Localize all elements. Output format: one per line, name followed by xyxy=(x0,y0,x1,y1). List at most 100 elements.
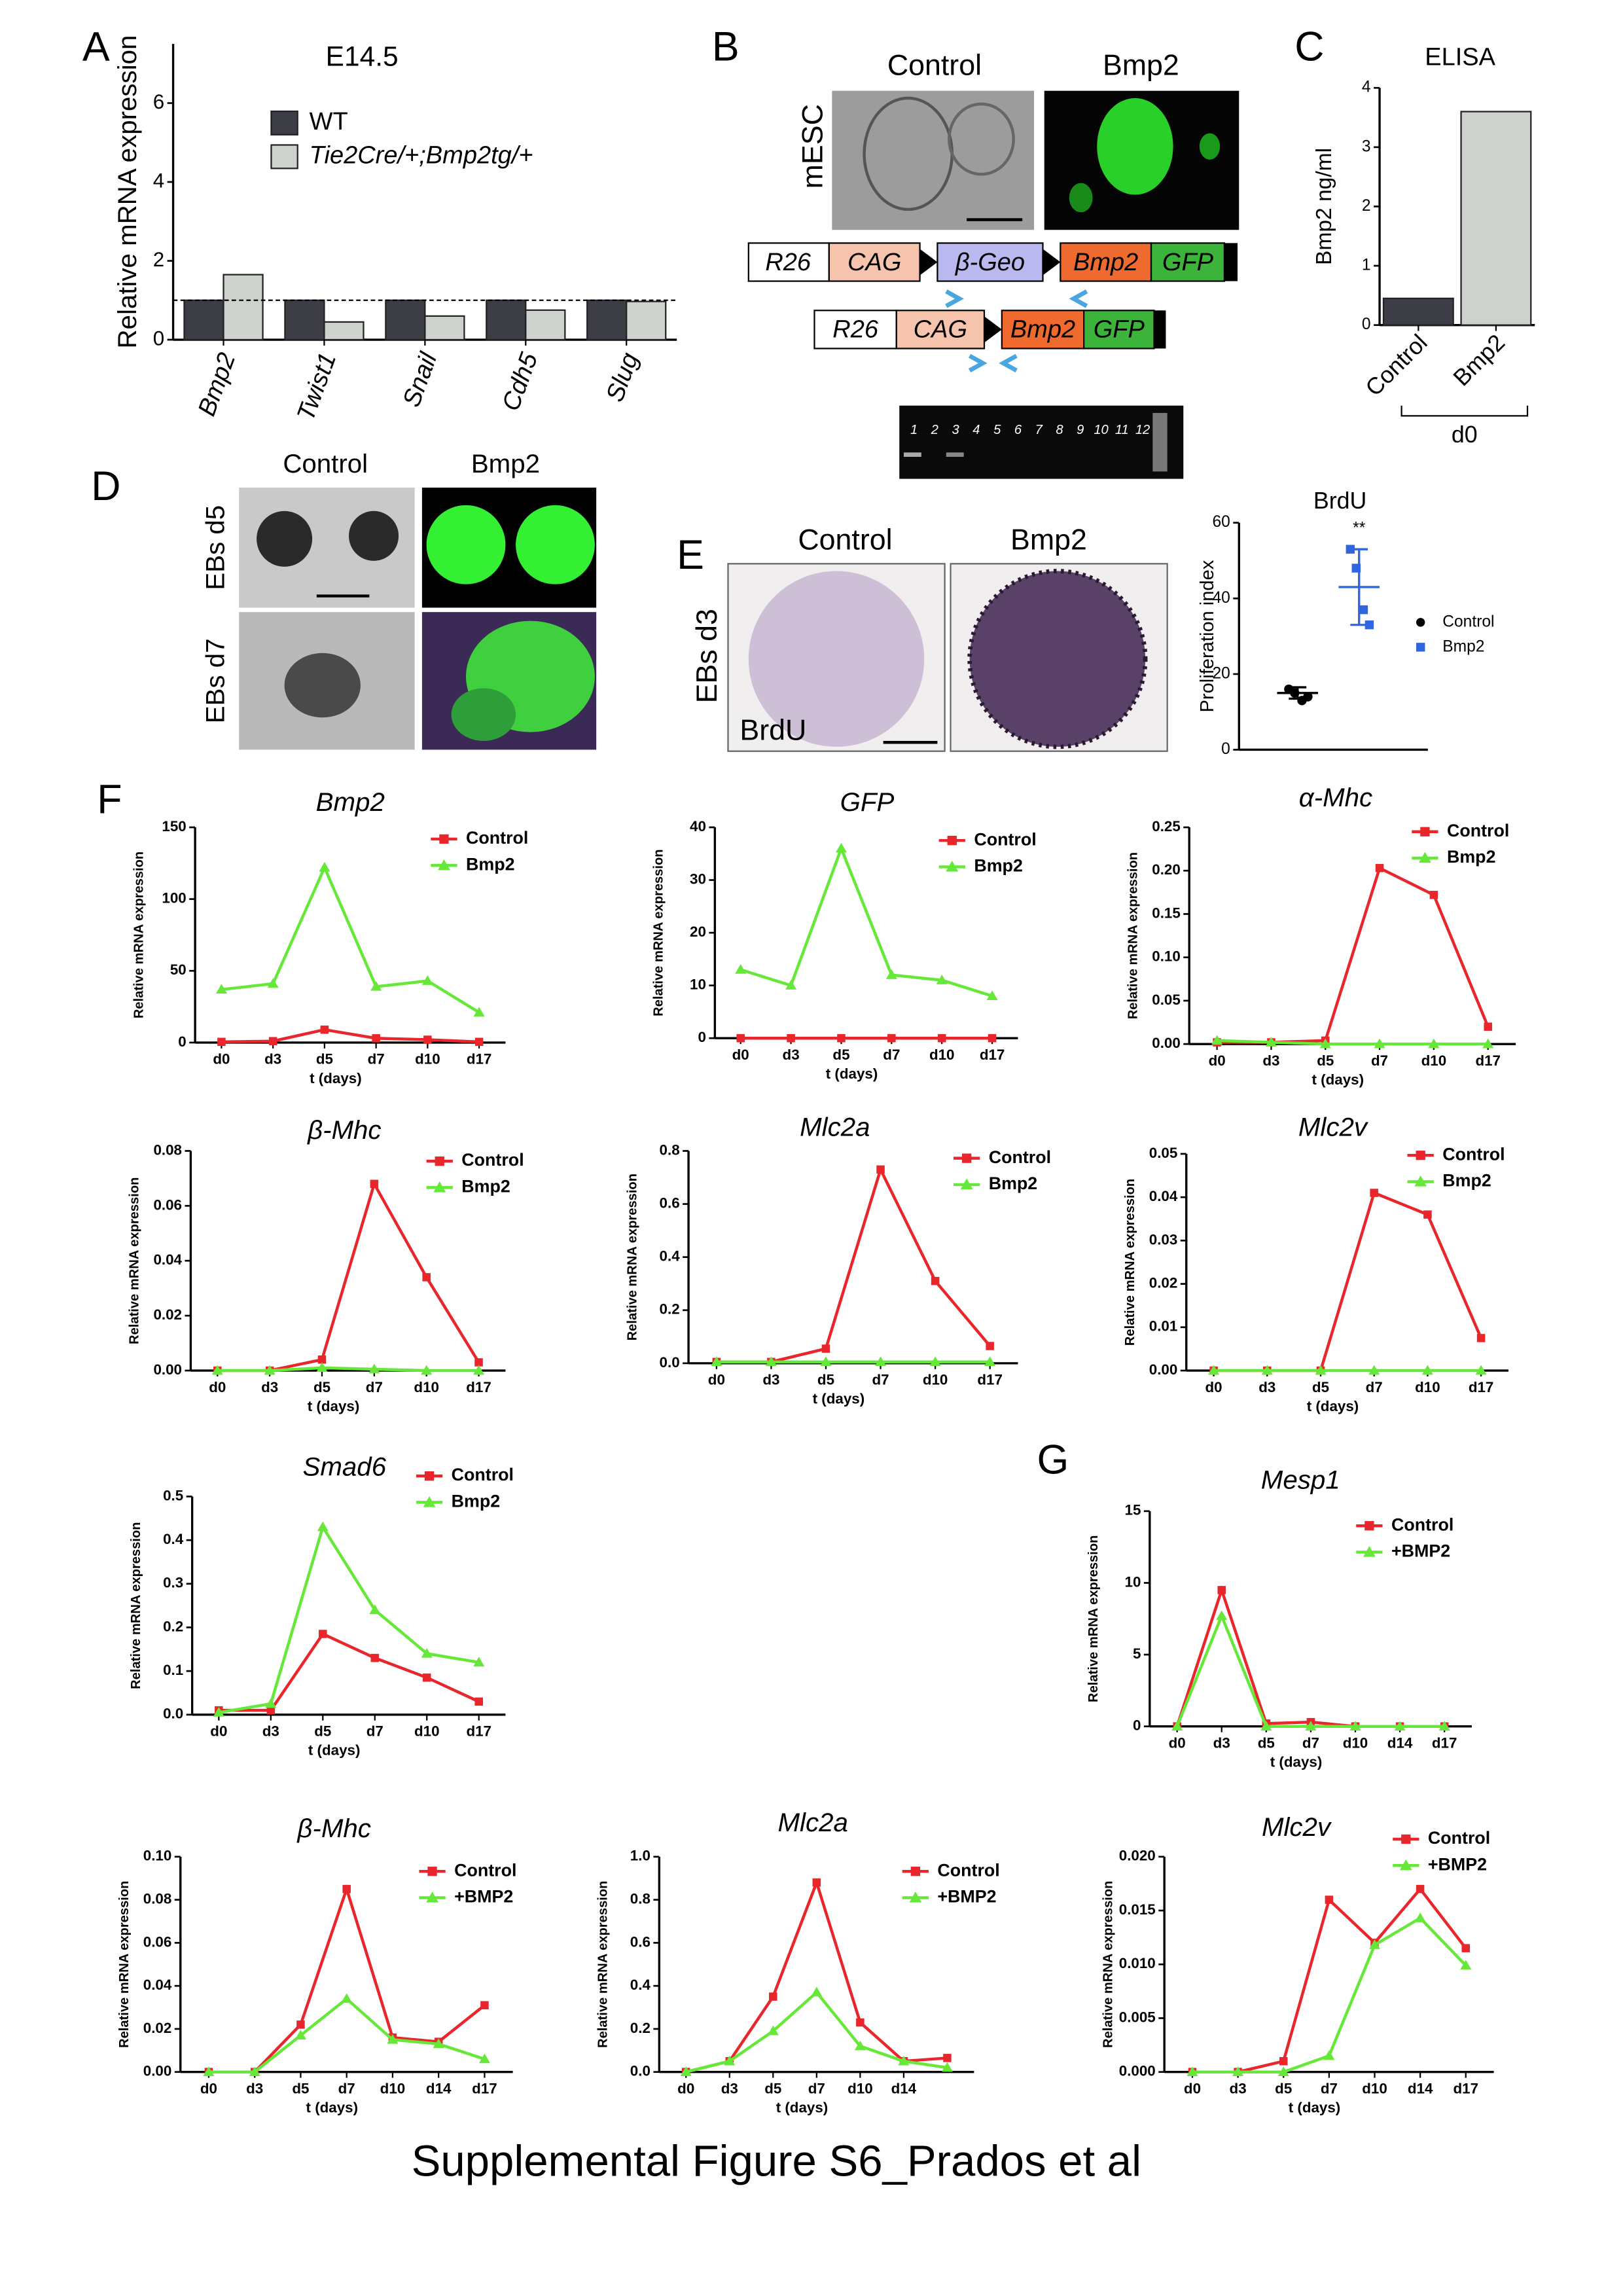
point xyxy=(1359,605,1368,615)
marker xyxy=(1374,1038,1385,1049)
marker xyxy=(1461,1944,1471,1952)
x-tick-label: d0 xyxy=(1169,1734,1186,1751)
marker xyxy=(1476,1334,1486,1342)
y-tick-label: 0.0 xyxy=(163,1706,183,1722)
legend-label: Bmp2 xyxy=(461,1176,510,1196)
y-tick-label: 1.0 xyxy=(630,1848,651,1864)
marker xyxy=(1419,852,1431,863)
construct-label: β-Geo xyxy=(955,249,1025,276)
group-label: d0 xyxy=(1452,422,1478,448)
y-tick-label: 0 xyxy=(1133,1717,1141,1734)
construct-label: GFP xyxy=(1094,316,1145,344)
marker xyxy=(372,1034,380,1043)
lane-label: 10 xyxy=(1094,423,1109,437)
marker xyxy=(423,1035,432,1044)
marker xyxy=(1279,2056,1288,2066)
y-tick-label: 60 xyxy=(1212,513,1230,531)
y-tick-label: 0 xyxy=(153,327,164,350)
marker xyxy=(1364,1521,1374,1531)
x-tick-label: d5 xyxy=(316,1051,333,1067)
y-tick-label: 0.04 xyxy=(153,1251,182,1268)
marker xyxy=(423,1496,436,1507)
gfp-signal xyxy=(451,688,516,742)
y-tick-label: 0.00 xyxy=(143,2063,172,2079)
legend-label: Bmp2 xyxy=(1447,847,1496,867)
x-tick-label: d5 xyxy=(817,1372,834,1388)
legend-label: Bmp2 xyxy=(1442,637,1484,655)
y-tick-label: 5 xyxy=(1133,1645,1141,1662)
chart-title: Bmp2 xyxy=(316,787,385,817)
chart: 0 20 40 60 BrdU Proliferation index Control Bmp… xyxy=(1197,488,1495,758)
gfp-signal xyxy=(426,505,506,584)
legend-swatch xyxy=(270,144,298,170)
marker xyxy=(1416,1884,1425,1893)
marker xyxy=(943,2054,952,2062)
marker xyxy=(211,1365,223,1375)
primer xyxy=(968,353,988,372)
marker xyxy=(473,1365,485,1375)
marker xyxy=(1232,2066,1244,2076)
lane-label: 9 xyxy=(1077,423,1084,437)
legend-label: Control xyxy=(1442,613,1494,630)
x-axis-label: t (days) xyxy=(1312,1071,1364,1088)
series-line xyxy=(1217,1039,1488,1046)
x-tick-label: d7 xyxy=(366,1379,383,1395)
construct-label: Bmp2 xyxy=(1073,249,1138,276)
construct-label: R26 xyxy=(832,316,879,344)
marker xyxy=(319,861,330,872)
marker xyxy=(427,1867,437,1876)
marker xyxy=(1216,1610,1228,1621)
y-tick-label: 0.05 xyxy=(1152,992,1181,1008)
cell-colony xyxy=(948,102,1015,176)
x-tick-label: d5 xyxy=(832,1047,849,1063)
marker xyxy=(1438,1721,1450,1731)
marker xyxy=(946,861,959,872)
construct-box xyxy=(747,242,830,282)
column-label: Bmp2 xyxy=(1103,49,1179,82)
marker xyxy=(767,2025,779,2036)
chart-title: β-Mhc xyxy=(296,1814,370,1843)
marker xyxy=(1315,1365,1327,1375)
marker xyxy=(785,980,797,990)
marker xyxy=(1423,1210,1432,1219)
marker xyxy=(854,2040,866,2051)
y-tick-label: 0.10 xyxy=(143,1848,172,1864)
marker xyxy=(1475,1365,1487,1375)
bar xyxy=(525,309,566,341)
panel-label: E xyxy=(677,532,704,578)
marker xyxy=(1363,1546,1376,1557)
gfp-signal xyxy=(1097,98,1173,195)
marker xyxy=(267,978,279,988)
marker xyxy=(478,2053,490,2064)
construct-box xyxy=(828,242,921,282)
marker xyxy=(1265,1037,1277,1047)
chart-title: Mlc2v xyxy=(1298,1113,1369,1142)
y-axis-label: Relative mRNA expression xyxy=(1123,1179,1137,1346)
marker xyxy=(887,1033,896,1043)
marker xyxy=(736,1033,745,1043)
group-bracket xyxy=(1400,405,1529,417)
x-tick-label: d7 xyxy=(808,2080,825,2096)
marker xyxy=(1217,1586,1226,1594)
x-tick-label: d10 xyxy=(1362,2080,1387,2096)
y-tick-label: 2 xyxy=(153,248,164,271)
x-tick-label: d17 xyxy=(466,1723,491,1740)
x-tick-label: d17 xyxy=(466,1379,491,1395)
marker xyxy=(215,984,227,994)
y-axis-label: Relative mRNA expression xyxy=(113,35,142,349)
section-edge xyxy=(967,569,1148,749)
construct-label: R26 xyxy=(765,249,812,276)
chart: 0.00 0.05 0.10 0.15 0.20 0.25 α-Mhc Relative mR… xyxy=(1126,783,1516,1088)
x-tick-label: d17 xyxy=(980,1047,1005,1063)
y-tick-label: 50 xyxy=(170,961,187,978)
marker xyxy=(941,2062,953,2072)
x-tick-label: d3 xyxy=(262,1723,279,1740)
y-tick-label: 4 xyxy=(1362,79,1371,96)
legend-label: Bmp2 xyxy=(1442,1171,1491,1191)
marker xyxy=(296,2020,305,2029)
x-axis-label: t (days) xyxy=(308,1398,360,1414)
x-tick-label: d3 xyxy=(721,2080,738,2096)
legend-label: Bmp2 xyxy=(989,1174,1038,1193)
marker xyxy=(1305,1721,1317,1731)
